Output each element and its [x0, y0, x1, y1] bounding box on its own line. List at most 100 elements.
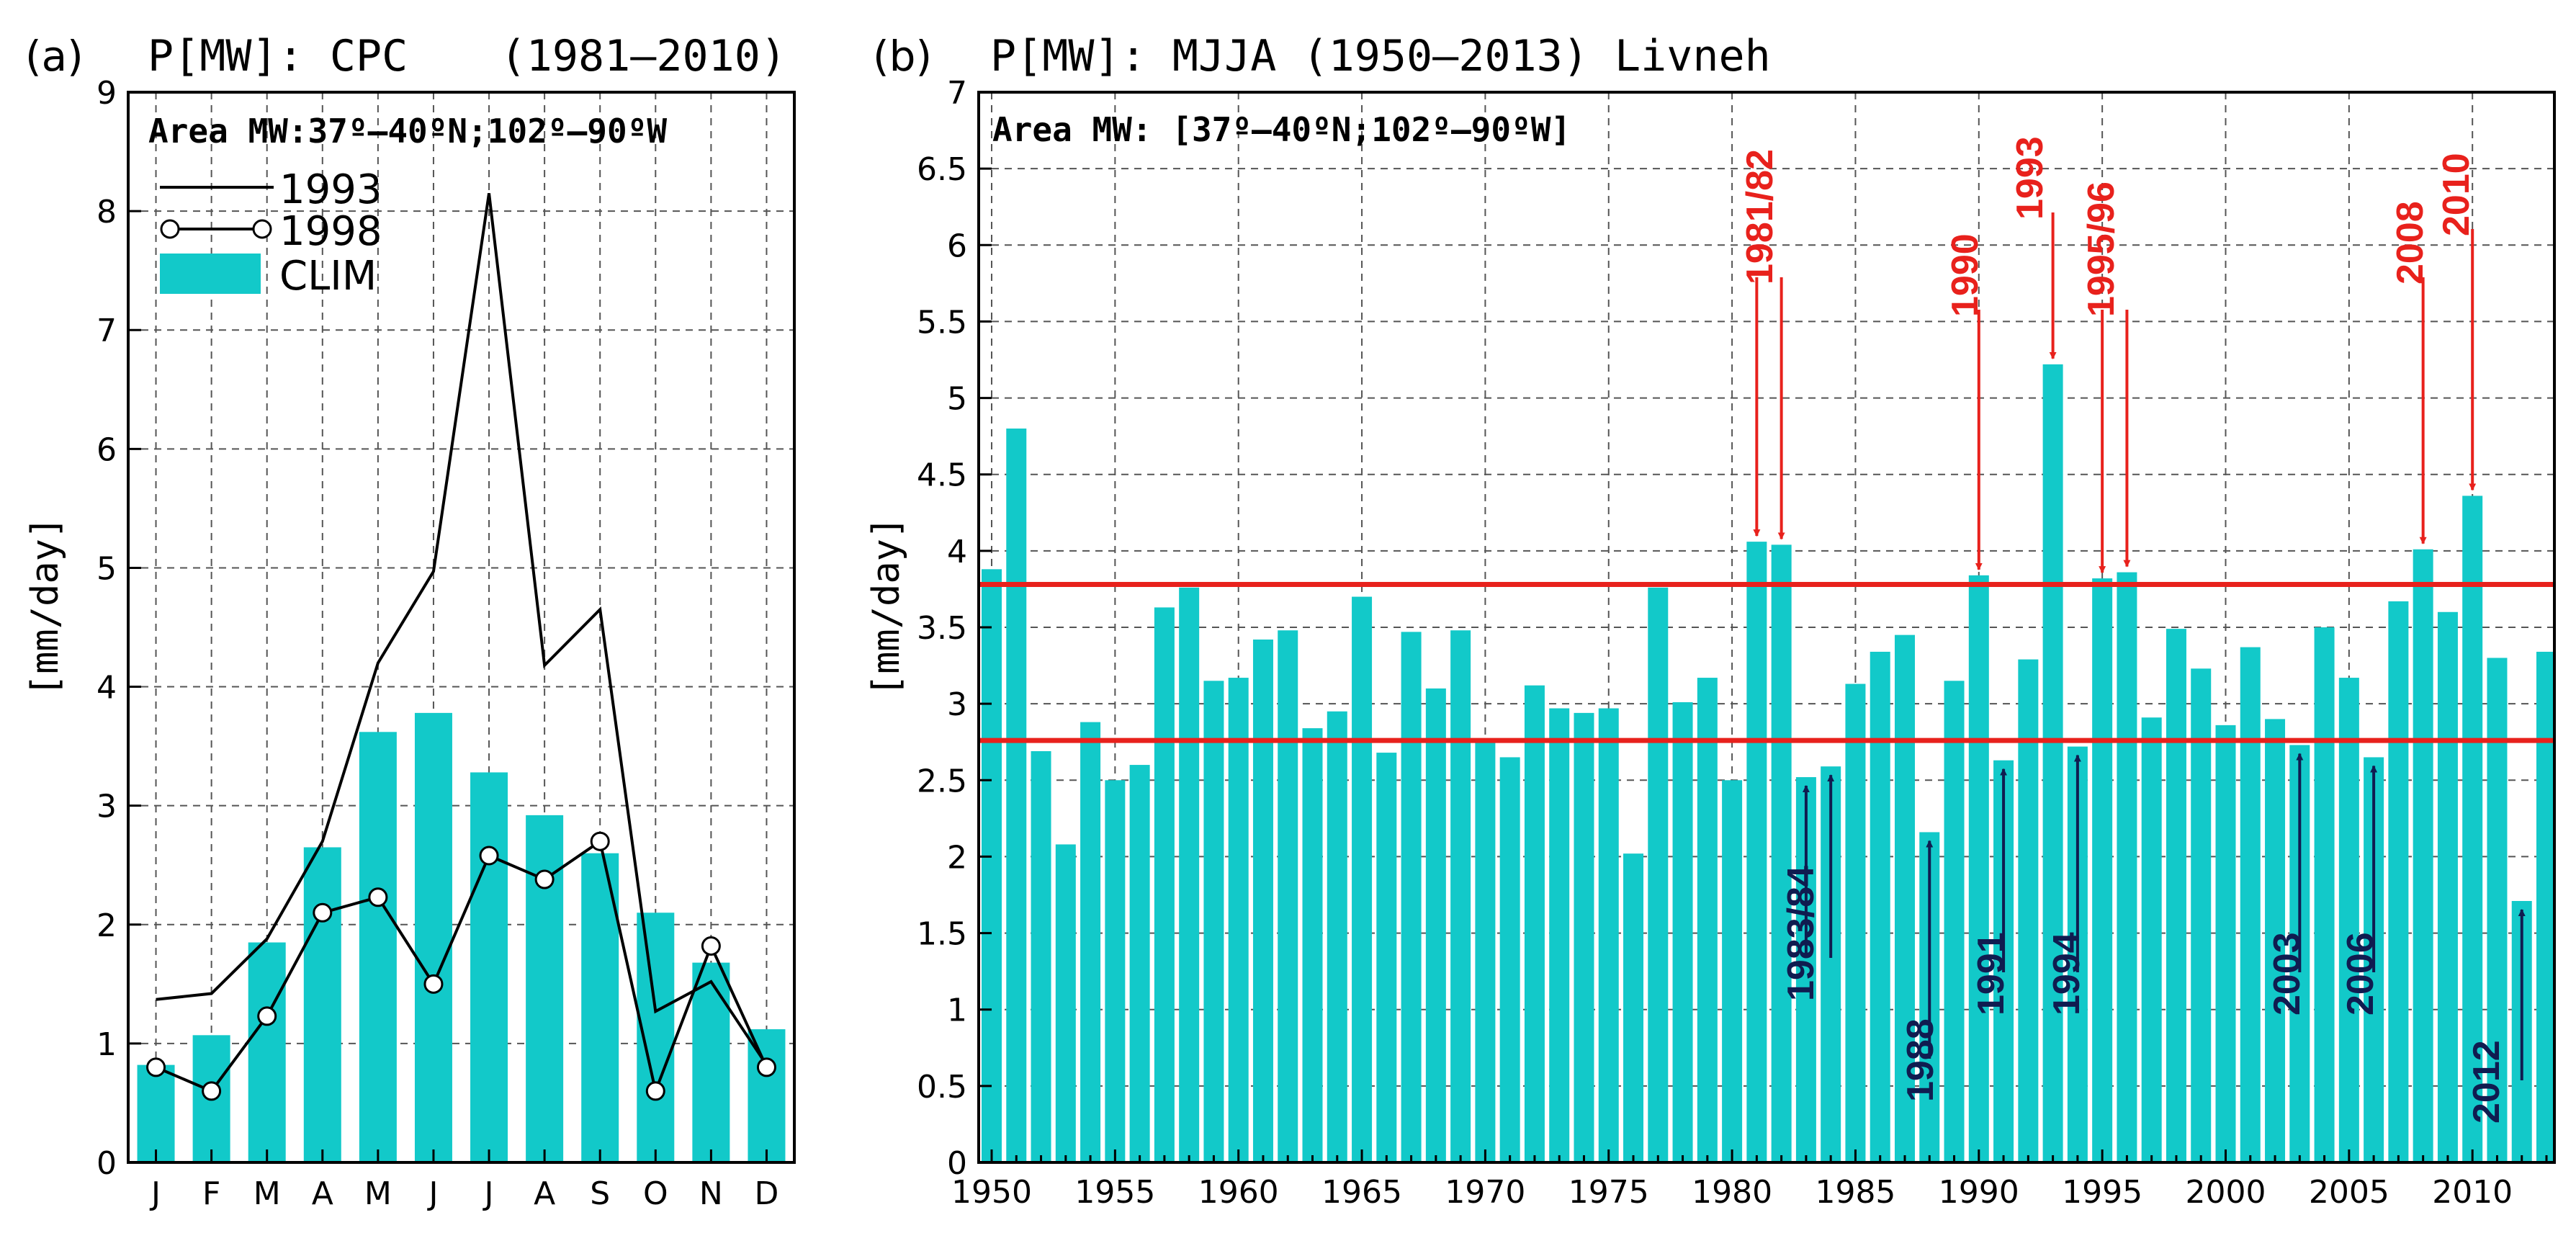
annual-bar	[982, 569, 1002, 1162]
panel-a-title: P[MW]: CPC	[148, 31, 408, 81]
panel-b-xtick-label: 2005	[2309, 1174, 2389, 1211]
clim-bar	[581, 853, 619, 1162]
clim-bar	[692, 962, 730, 1162]
panel-a-xtick-label: M	[364, 1175, 392, 1212]
panel-b-xtick-label: 1965	[1321, 1174, 1402, 1211]
legend-clim-label: CLIM	[279, 253, 377, 300]
wet-year-label: 1993	[2009, 136, 2051, 220]
annual-bar	[1623, 853, 1644, 1162]
panel-a-gridlines	[128, 92, 794, 1162]
annual-bar	[1252, 639, 1273, 1162]
annual-bar	[2338, 678, 2359, 1162]
panel-a-ytick-label: 1	[97, 1026, 117, 1063]
panel-b-xtick-label: 1985	[1815, 1174, 1895, 1211]
panel-b-ytick-label: 1	[947, 992, 967, 1029]
clim-bar	[526, 815, 564, 1162]
point-1998	[756, 1057, 776, 1077]
panel-b-ticks: 0 0.5 1 1.5 2 2.5 3 3.5 4 4.5 5 5.5 6 6.5 7 1950 1955 196…	[917, 75, 2548, 1211]
annual-bar	[1055, 844, 1076, 1162]
panel-a-xtick-label: M	[253, 1175, 281, 1212]
panel-a-xtick-label: O	[643, 1175, 668, 1212]
wet-year-label: 2008	[2389, 201, 2431, 284]
point-1998	[423, 974, 444, 994]
annual-bar	[1598, 708, 1619, 1162]
annual-bar	[1475, 740, 1496, 1162]
panel-b-ytick-label: 2	[947, 839, 967, 876]
panel-b-xtick-label: 1970	[1445, 1174, 1525, 1211]
wet-year-label: 2010	[2436, 153, 2477, 236]
annual-bar	[2388, 601, 2409, 1162]
panel-b-xtick-label: 1980	[1692, 1174, 1772, 1211]
legend-1998-marker-left	[160, 219, 180, 239]
clim-bar	[359, 732, 397, 1162]
panel-a-ytick-label: 9	[97, 75, 117, 112]
panel-b-ytick-label: 1.5	[917, 916, 967, 953]
panel-b-ytick-label: 6.5	[917, 151, 967, 188]
panel-b-xtick-label: 1960	[1198, 1174, 1279, 1211]
panel-a-ytick-label: 5	[97, 550, 117, 587]
annual-bar	[1080, 722, 1101, 1162]
annual-bar	[1574, 712, 1594, 1162]
annual-bar	[1648, 587, 1669, 1162]
annual-bar	[1697, 678, 1718, 1162]
wet-year-label: 1981/82	[1739, 149, 1781, 284]
annual-bar	[1105, 780, 1126, 1162]
annual-bar	[2413, 549, 2433, 1162]
annual-bar	[2240, 647, 2261, 1162]
dry-year-label: 2003	[2266, 932, 2308, 1015]
panel-a-label: (a)	[25, 32, 84, 81]
annual-bar	[2462, 496, 2483, 1162]
annual-bar	[1278, 630, 1298, 1162]
panel-b-xtick-label: 1990	[1939, 1174, 2019, 1211]
annual-bar	[1968, 575, 1989, 1162]
panel-a-bars	[137, 712, 786, 1162]
panel-a-chart: (a) P[MW]: CPC (1981–2010) [mm/day] 0 1 2 3…	[24, 31, 796, 1212]
annual-bar	[2437, 611, 2458, 1162]
point-1998	[257, 1006, 277, 1026]
panel-b-xtick-label: 1950	[951, 1174, 1032, 1211]
annual-bar	[2117, 572, 2137, 1162]
panel-b-ylabel: [mm/day]	[865, 516, 908, 696]
annual-bar	[1894, 635, 1915, 1162]
panel-b-ytick-label: 5	[947, 381, 967, 418]
line-1998	[155, 838, 768, 1096]
annual-bar	[2042, 364, 2063, 1163]
panel-b-chart: (b) P[MW]: MJJA (1950–2013) Livneh [mm/d…	[865, 31, 2556, 1211]
dry-year-label: 2006	[2340, 932, 2382, 1015]
panel-a-xtick-label: F	[202, 1175, 220, 1212]
annual-bar	[1746, 542, 1767, 1162]
annual-bar	[1352, 596, 1373, 1162]
annual-bar	[1549, 708, 1570, 1162]
panel-a-xtick-label: A	[534, 1175, 555, 1212]
annual-bar	[2215, 725, 2236, 1162]
panel-a-xtick-label: D	[755, 1175, 779, 1212]
legend-1998-label: 1998	[279, 208, 382, 255]
annual-bar	[1722, 780, 1743, 1162]
panel-b-ytick-label: 3.5	[917, 610, 967, 647]
annual-bar	[1376, 753, 1397, 1162]
legend-1998-marker-right	[252, 219, 272, 239]
panel-b-ytick-label: 5.5	[917, 304, 967, 341]
point-1998	[645, 1081, 665, 1101]
panel-a-frame	[127, 91, 796, 1164]
panel-a-xtick-label: J	[149, 1175, 161, 1212]
dry-year-label: 1994	[2046, 932, 2088, 1015]
annual-bar	[1302, 728, 1323, 1162]
panel-a-ytick-label: 3	[97, 789, 117, 825]
panel-b-ytick-label: 4.5	[917, 457, 967, 494]
panel-a-xtick-label: J	[483, 1175, 494, 1212]
panel-a-ytick-label: 6	[97, 431, 117, 468]
point-1998	[368, 887, 388, 907]
dry-year-label: 1988	[1900, 1018, 1942, 1102]
panel-b-ytick-label: 2.5	[917, 763, 967, 799]
annual-bar	[1129, 765, 1150, 1162]
line-1993	[156, 193, 768, 1066]
panel-b-ytick-label: 7	[947, 75, 967, 112]
annual-bar	[1203, 681, 1224, 1162]
panel-a-ytick-label: 7	[97, 313, 117, 349]
panel-b-ytick-label: 4	[947, 534, 967, 570]
point-1998	[701, 936, 721, 956]
point-1998	[479, 846, 499, 866]
clim-bar	[470, 772, 508, 1162]
